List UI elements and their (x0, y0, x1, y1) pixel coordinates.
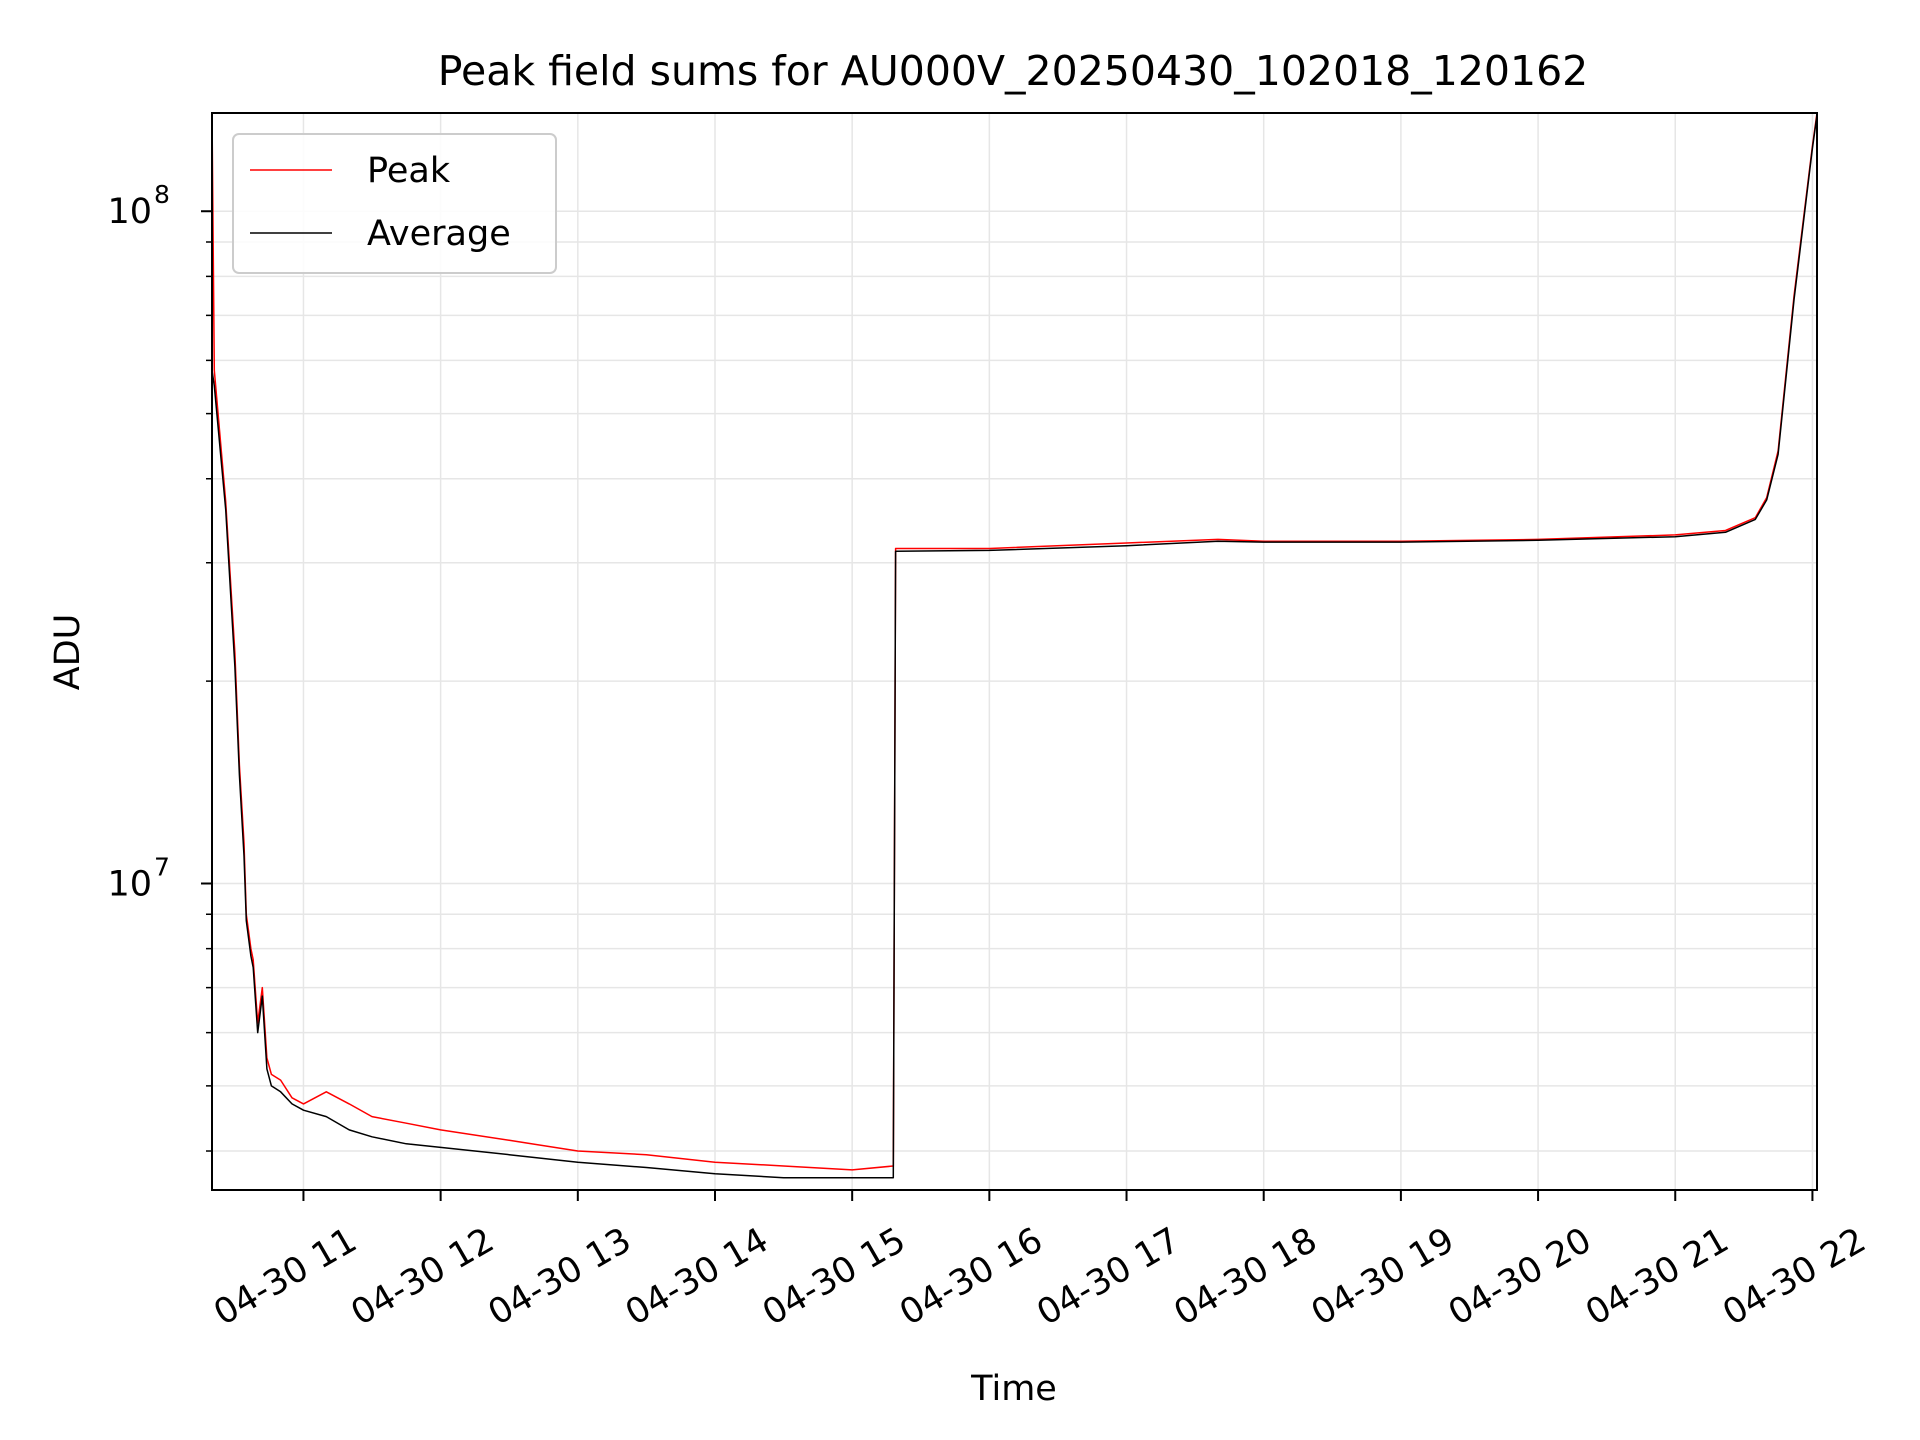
legend-average-label: Average (367, 214, 511, 254)
x-axis-label: Time (970, 1369, 1057, 1409)
grid (212, 113, 1817, 1190)
chart-title: Peak field sums for AU000V_20250430_1020… (438, 47, 1589, 95)
y-tick-label-exponent: 8 (154, 180, 170, 209)
plot-frame (211, 112, 1818, 1191)
y-tick-label-exponent: 7 (154, 852, 170, 881)
y-tick-label: 10 (107, 864, 152, 904)
plot-lines (211, 112, 1818, 1179)
series-line-average (211, 114, 1818, 1179)
legend-box (232, 133, 557, 274)
legend-peak-label: Peak (367, 151, 451, 191)
y-tick-label: 10 (107, 192, 152, 232)
series-line-peak (211, 112, 1818, 1171)
legend: Peak Average (232, 133, 557, 274)
y-axis-label: ADU (48, 614, 88, 691)
